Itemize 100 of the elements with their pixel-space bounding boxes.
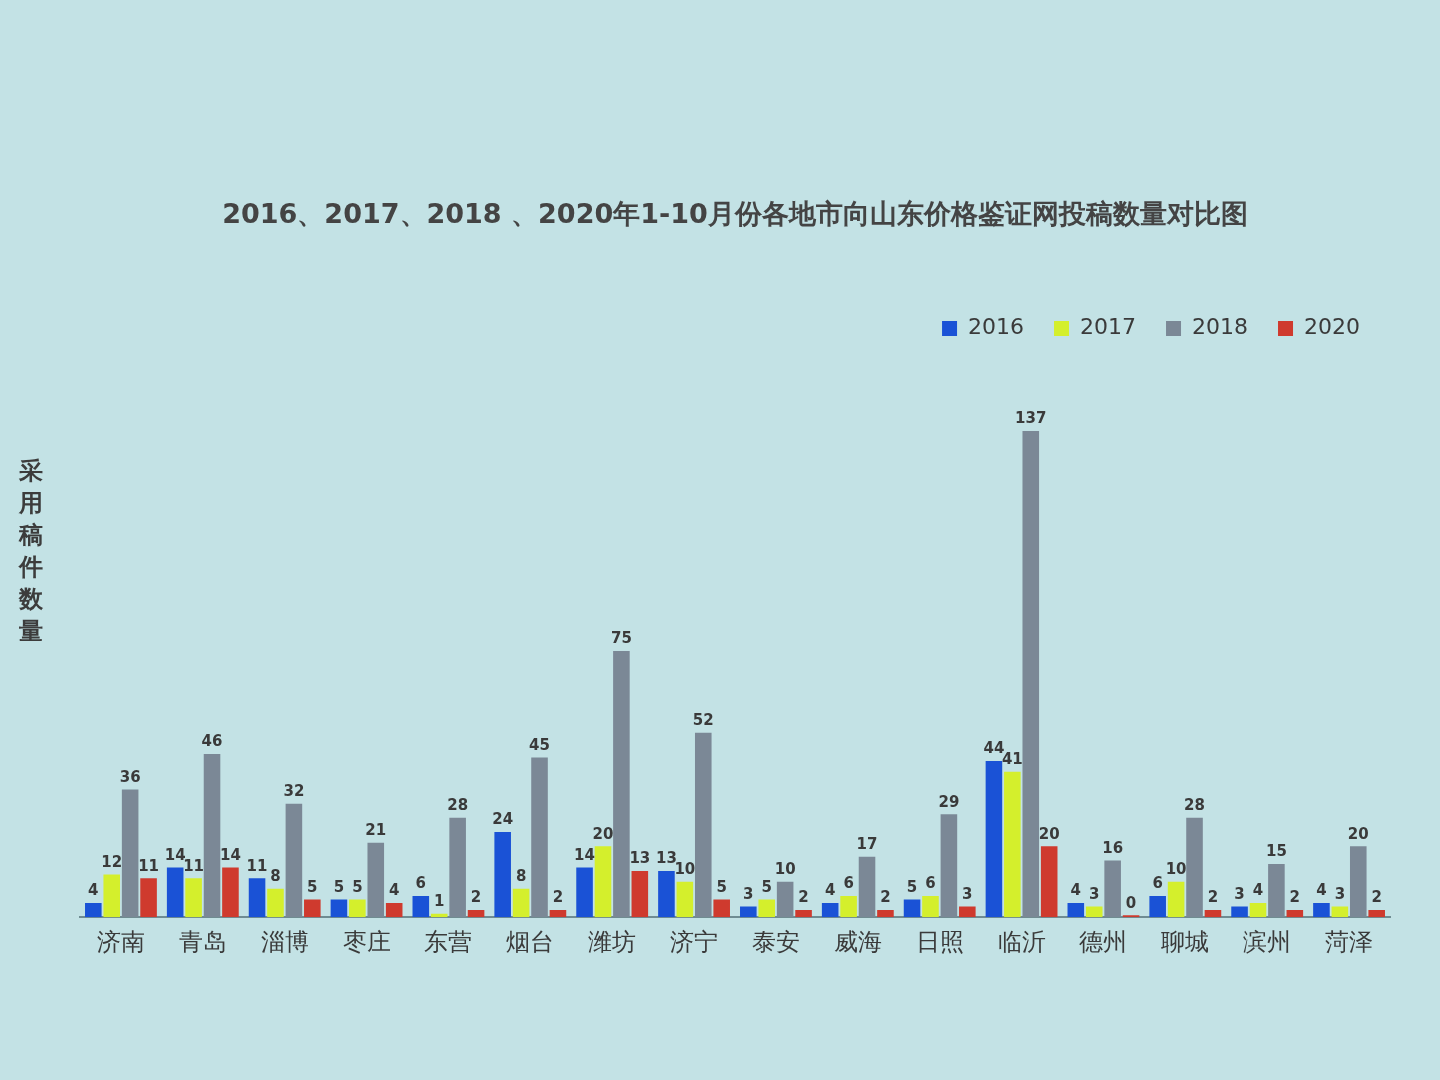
data-label: 3 <box>1334 884 1346 903</box>
data-label: 2 <box>1371 888 1382 907</box>
data-label: 14 <box>574 845 595 864</box>
data-label: 3 <box>743 884 754 903</box>
bar <box>1204 910 1222 918</box>
legend-label: 2020 <box>1304 314 1361 340</box>
bar <box>922 895 939 918</box>
data-label: 28 <box>1184 796 1205 815</box>
x-tick-label: 日照 <box>915 927 964 956</box>
data-label: 2 <box>1289 888 1301 907</box>
bar <box>1331 906 1349 918</box>
data-label: 28 <box>447 796 469 815</box>
data-label: 8 <box>270 867 281 886</box>
data-label: 21 <box>365 821 387 840</box>
data-label: 8 <box>515 867 527 886</box>
bar <box>840 895 857 918</box>
bar <box>166 867 184 918</box>
bar <box>1040 846 1058 918</box>
data-label: 11 <box>246 856 268 875</box>
data-label: 10 <box>1165 860 1187 879</box>
bar <box>1085 906 1103 918</box>
bar <box>185 878 202 918</box>
data-label: 44 <box>983 739 1005 758</box>
bar <box>594 846 612 918</box>
data-label: 5 <box>333 877 345 896</box>
data-label: 5 <box>716 877 727 896</box>
bar <box>549 910 567 918</box>
x-tick-label: 临沂 <box>997 927 1046 956</box>
bar <box>349 899 366 918</box>
data-label: 6 <box>925 874 936 893</box>
data-label: 29 <box>938 792 960 811</box>
x-tick-label: 济南 <box>96 927 145 956</box>
x-tick-label: 菏泽 <box>1325 927 1374 956</box>
bar <box>1368 910 1385 918</box>
data-label: 3 <box>1234 884 1245 903</box>
bar <box>1231 906 1248 918</box>
legend-label: 2016 <box>968 314 1025 340</box>
data-label: 4 <box>88 881 99 900</box>
bar <box>676 881 694 918</box>
x-tick-label: 威海 <box>833 927 882 956</box>
bar <box>740 906 757 918</box>
data-label: 0 <box>1125 893 1137 912</box>
x-tick-label: 枣庄 <box>342 927 391 956</box>
data-label: 11 <box>138 856 160 875</box>
bar <box>330 899 348 918</box>
bar <box>385 903 403 918</box>
bar <box>1286 910 1304 918</box>
x-tick-label: 聊城 <box>1161 927 1210 956</box>
data-label: 75 <box>610 629 632 648</box>
legend-label: 2017 <box>1080 314 1137 340</box>
data-label: 52 <box>692 711 714 730</box>
data-label: 24 <box>492 810 514 829</box>
data-label: 15 <box>1265 842 1287 861</box>
data-label: 6 <box>415 874 427 893</box>
data-label: 16 <box>1102 838 1124 857</box>
data-label: 4 <box>1252 881 1264 900</box>
data-label: 5 <box>352 877 363 896</box>
data-label: 20 <box>592 824 614 843</box>
bar <box>1067 903 1085 918</box>
bar <box>1004 771 1021 918</box>
data-label: 2 <box>880 888 891 907</box>
bar <box>1249 903 1267 918</box>
data-label: 20 <box>1347 824 1369 843</box>
bar <box>85 903 102 918</box>
x-tick-label: 济宁 <box>670 927 719 956</box>
bar <box>658 871 675 918</box>
data-label: 3 <box>1089 884 1100 903</box>
data-label: 4 <box>1316 881 1327 900</box>
bar <box>1149 895 1166 918</box>
bar <box>140 878 157 918</box>
bar <box>512 888 530 918</box>
x-tick-label: 泰安 <box>751 927 800 956</box>
data-label: 4 <box>1070 881 1082 900</box>
bar <box>713 899 730 918</box>
data-label: 45 <box>529 735 550 754</box>
data-label: 4 <box>824 881 836 900</box>
data-label: 5 <box>307 877 318 896</box>
data-label: 2 <box>470 888 482 907</box>
chart-title: 2016、2017、2018 、2020年1-10月份各地市向山东价格鉴证网投稿数量对比图 <box>222 198 1248 230</box>
x-tick-label: 淄博 <box>260 927 309 956</box>
bar <box>576 867 593 918</box>
y-axis-title: 采用稿件数量 <box>18 456 44 647</box>
data-label: 6 <box>843 874 854 893</box>
bar <box>821 903 839 918</box>
data-label: 14 <box>164 845 186 864</box>
bar <box>267 888 284 918</box>
data-label: 137 <box>1015 409 1047 428</box>
x-tick-label: 潍坊 <box>588 927 637 956</box>
data-label: 13 <box>655 849 677 868</box>
x-tick-label: 滨州 <box>1243 927 1292 956</box>
data-label: 46 <box>201 732 223 751</box>
data-label: 36 <box>119 767 141 786</box>
data-label: 2 <box>798 888 809 907</box>
bar <box>248 878 266 918</box>
bar <box>795 910 812 918</box>
bar <box>959 906 976 918</box>
bar <box>1167 881 1185 918</box>
data-label: 5 <box>906 877 918 896</box>
data-label: 2 <box>1207 888 1219 907</box>
bar <box>631 871 649 918</box>
